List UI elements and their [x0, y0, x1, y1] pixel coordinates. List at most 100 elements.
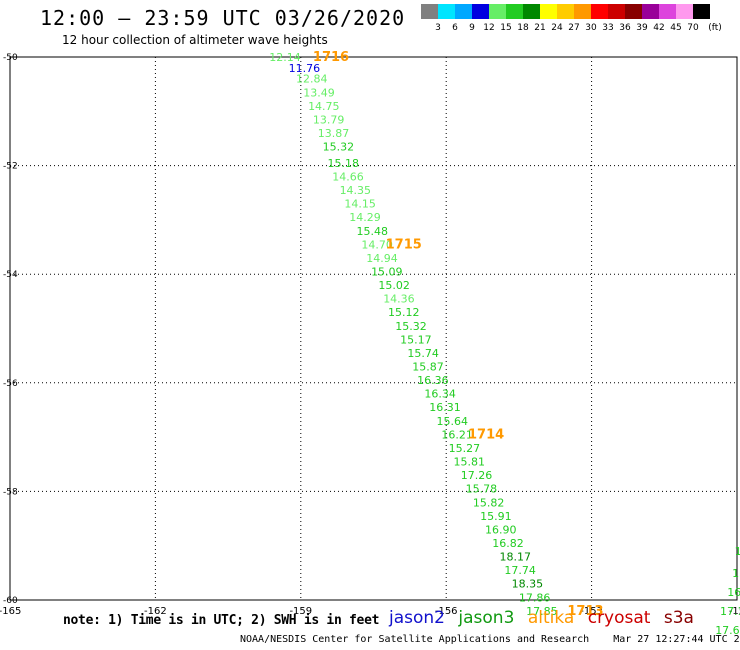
color-scale-label: 36	[619, 23, 631, 33]
plot-frame	[9, 56, 738, 601]
wave-height-point: 14.70	[361, 238, 393, 251]
wave-height-point: 17.85	[526, 605, 558, 618]
x-tick-label: -15	[729, 606, 740, 617]
wave-height-point: 14.94	[366, 252, 398, 265]
color-scale-label: 6	[452, 23, 458, 33]
y-tick-label: -58	[3, 487, 18, 497]
y-tick-label: -54	[3, 270, 18, 280]
color-scale-label: 9	[469, 23, 475, 33]
color-scale-label: 39	[636, 23, 648, 33]
y-tick-label: -50	[3, 53, 18, 63]
wave-height-point: 12.14	[269, 51, 301, 64]
wave-height-point: 13.79	[313, 113, 345, 126]
wave-height-point: 17.12	[720, 605, 740, 618]
x-tick-label: -162	[144, 606, 167, 617]
wave-height-point: 12.84	[296, 73, 328, 86]
color-swatch	[506, 4, 523, 19]
x-tick-label: -153	[580, 606, 603, 617]
legend-jason3: jason3	[458, 608, 515, 628]
legend-altika: altika	[527, 608, 575, 628]
color-scale-label: 33	[602, 23, 614, 33]
time-labels: 1716 1715 1714 1713	[313, 50, 604, 619]
wave-height-point: 1	[735, 545, 740, 558]
wave-height-point: 15.09	[371, 265, 403, 278]
color-swatch	[625, 4, 642, 19]
color-swatch	[523, 4, 540, 19]
color-swatch	[489, 4, 506, 19]
note-text: note: 1) Time is in UTC; 2) SWH is in fe…	[63, 613, 380, 628]
footer-org: NOAA/NESDIS Center for Satellite Applica…	[240, 634, 590, 645]
legend-s3a: s3a	[663, 608, 694, 628]
wave-height-point: 15.81	[453, 456, 485, 469]
wave-height-point: 18.17	[500, 551, 531, 564]
x-tick-label: -159	[289, 606, 312, 617]
wave-height-point: 14.29	[349, 211, 381, 224]
page-subtitle: 12 hour collection of altimeter wave hei…	[62, 33, 328, 47]
color-scale-label: 45	[670, 23, 682, 33]
x-tick-label: -165	[0, 606, 21, 617]
wave-height-point: 15.87	[412, 361, 444, 374]
wave-height-point: 14.35	[340, 184, 372, 197]
color-scale-label: 15	[500, 23, 512, 33]
wave-height-point: 17.26	[461, 469, 493, 482]
grid-lines	[10, 57, 737, 600]
color-swatch	[591, 4, 608, 19]
color-scale-label: 3	[435, 23, 441, 33]
color-scale-label: 70	[687, 23, 699, 33]
wave-height-point: 16.34	[424, 388, 456, 401]
page-title: 12:00 – 23:59 UTC 03/26/2020	[40, 6, 406, 30]
color-swatch	[472, 4, 489, 19]
color-scale-unit: (ft)	[708, 23, 722, 33]
color-scale-label: 30	[585, 23, 597, 33]
wave-height-point: 14.36	[383, 293, 415, 306]
color-swatch	[608, 4, 625, 19]
wave-height-point: 13.87	[318, 127, 350, 140]
y-tick-label: -60	[3, 596, 18, 606]
wave-height-point: 16.36	[417, 374, 449, 387]
color-swatch	[642, 4, 659, 19]
wave-height-point: 13.49	[303, 86, 335, 99]
color-swatch	[540, 4, 557, 19]
footer: NOAA/NESDIS Center for Satellite Applica…	[240, 634, 740, 645]
color-scale-label: 42	[653, 23, 665, 33]
color-scale-label: 27	[568, 23, 580, 33]
y-tick-label: -56	[3, 379, 18, 389]
wave-height-point: 15.32	[395, 320, 427, 333]
time-label: 1713	[567, 604, 603, 619]
y-tick-label: -52	[3, 162, 18, 172]
wave-height-point: 15.48	[357, 225, 389, 238]
wave-height-point: 14.66	[332, 170, 364, 183]
wave-height-point: 16.82	[492, 537, 524, 550]
wave-height-point: 15	[732, 567, 740, 580]
color-swatch	[557, 4, 574, 19]
color-scale-label: 21	[534, 23, 546, 33]
data-points: 12.1411.7612.8413.4914.7513.7913.8715.32…	[269, 51, 740, 637]
time-label: 1716	[313, 50, 349, 65]
wave-height-point: 11.76	[289, 62, 321, 75]
wave-height-point: 15.02	[378, 279, 410, 292]
wave-height-point: 15.27	[449, 442, 481, 455]
wave-height-point: 17.60	[715, 624, 740, 637]
color-scale-label: 18	[517, 23, 529, 33]
color-swatch	[693, 4, 710, 19]
legend-cryosat: cryosat	[587, 608, 651, 628]
time-label: 1715	[386, 237, 422, 252]
wave-height-point: 15.82	[473, 496, 505, 509]
wave-height-point: 16.90	[485, 523, 517, 536]
satellite-legend: jason2 jason3 altika cryosat s3a	[389, 608, 702, 628]
y-axis-ticks: -50 -52 -54 -56 -58 -60	[3, 53, 18, 606]
wave-height-point: 15.18	[327, 157, 359, 170]
wave-height-point: 18.35	[512, 578, 544, 591]
wave-height-point: 16.21	[441, 428, 473, 441]
color-swatch	[455, 4, 472, 19]
wave-height-point: 17.86	[519, 591, 551, 604]
color-scale-label: 24	[551, 23, 563, 33]
x-tick-label: -156	[435, 606, 458, 617]
wave-height-point: 14.75	[308, 100, 340, 113]
wave-height-point: 15.78	[466, 483, 498, 496]
color-swatch	[676, 4, 693, 19]
wave-height-point: 14.15	[344, 198, 376, 211]
wave-height-point: 15.32	[323, 141, 355, 154]
legend-jason2: jason2	[389, 608, 445, 628]
